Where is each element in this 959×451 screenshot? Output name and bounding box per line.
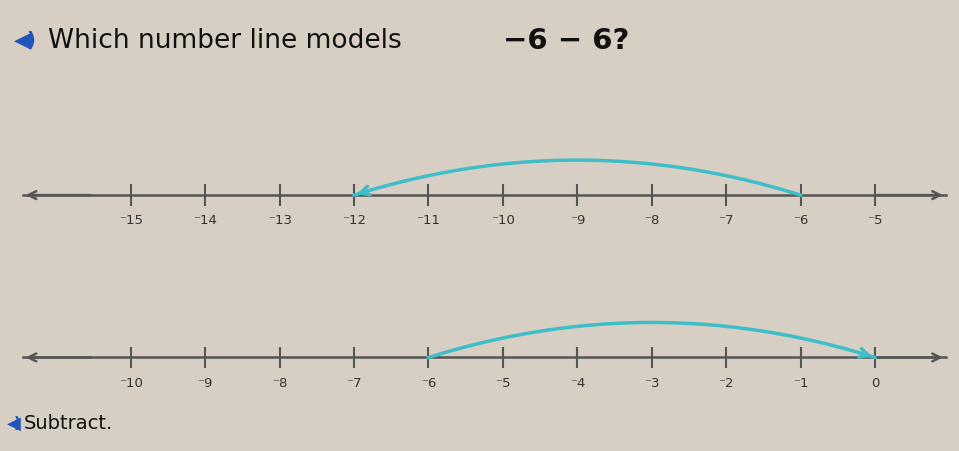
Text: Subtract.: Subtract. [24,414,113,433]
Text: ⁻8: ⁻8 [272,377,288,390]
Text: ⁻4: ⁻4 [570,377,585,390]
Text: ⁻5: ⁻5 [867,215,882,227]
Text: ⁻6: ⁻6 [793,215,808,227]
Text: ): ) [27,31,35,50]
Text: ⁻7: ⁻7 [346,377,362,390]
Text: ⁻10: ⁻10 [491,215,515,227]
Text: ): ) [13,416,20,432]
Text: ⁻10: ⁻10 [119,377,143,390]
Text: ⁻7: ⁻7 [718,215,734,227]
Text: ⁻3: ⁻3 [644,377,660,390]
Text: ◀: ◀ [8,415,21,433]
Text: ◀: ◀ [14,31,32,51]
Text: ⁻9: ⁻9 [198,377,213,390]
Text: ⁻2: ⁻2 [718,377,734,390]
Text: ⁻14: ⁻14 [194,215,217,227]
Text: ⁻8: ⁻8 [644,215,660,227]
Text: ⁻5: ⁻5 [495,377,510,390]
Text: ⁻1: ⁻1 [793,377,808,390]
Text: ⁻13: ⁻13 [268,215,292,227]
Text: ⁻11: ⁻11 [416,215,440,227]
Text: ⁻15: ⁻15 [119,215,143,227]
Text: 0: 0 [871,377,879,390]
Text: −6 − 6?: −6 − 6? [503,27,630,55]
Text: ⁻9: ⁻9 [570,215,585,227]
Text: ⁻6: ⁻6 [421,377,436,390]
Text: ⁻12: ⁻12 [342,215,366,227]
Text: Which number line models: Which number line models [48,28,410,54]
